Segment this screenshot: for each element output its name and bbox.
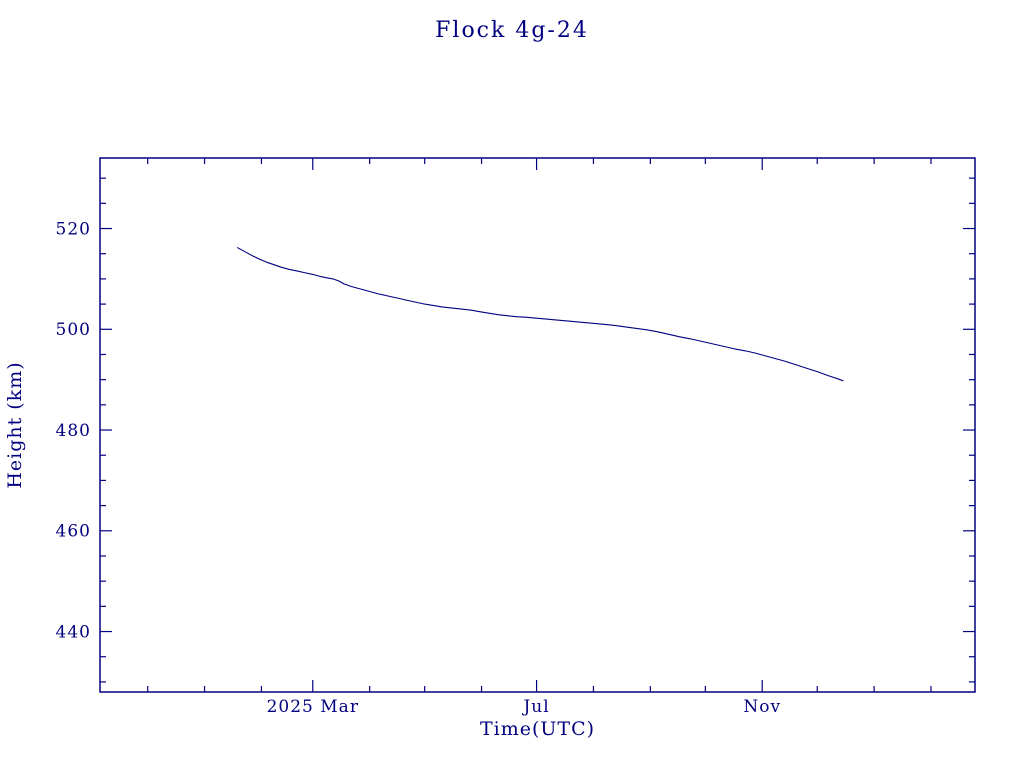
height-decay-line xyxy=(237,247,844,382)
x-tick-label: Nov xyxy=(743,697,781,717)
x-axis-label: Time(UTC) xyxy=(479,718,596,740)
chart-title: Flock 4g-24 xyxy=(435,18,589,43)
y-tick-label: 500 xyxy=(56,320,91,340)
y-tick-label: 480 xyxy=(56,421,91,441)
y-tick-label: 460 xyxy=(56,522,91,542)
plot-frame xyxy=(99,157,976,693)
x-tick-label: Jul xyxy=(521,697,549,717)
y-tick-label: 520 xyxy=(56,219,91,239)
y-tick-label: 440 xyxy=(56,622,91,642)
x-tick-label: 2025 Mar xyxy=(267,697,359,717)
